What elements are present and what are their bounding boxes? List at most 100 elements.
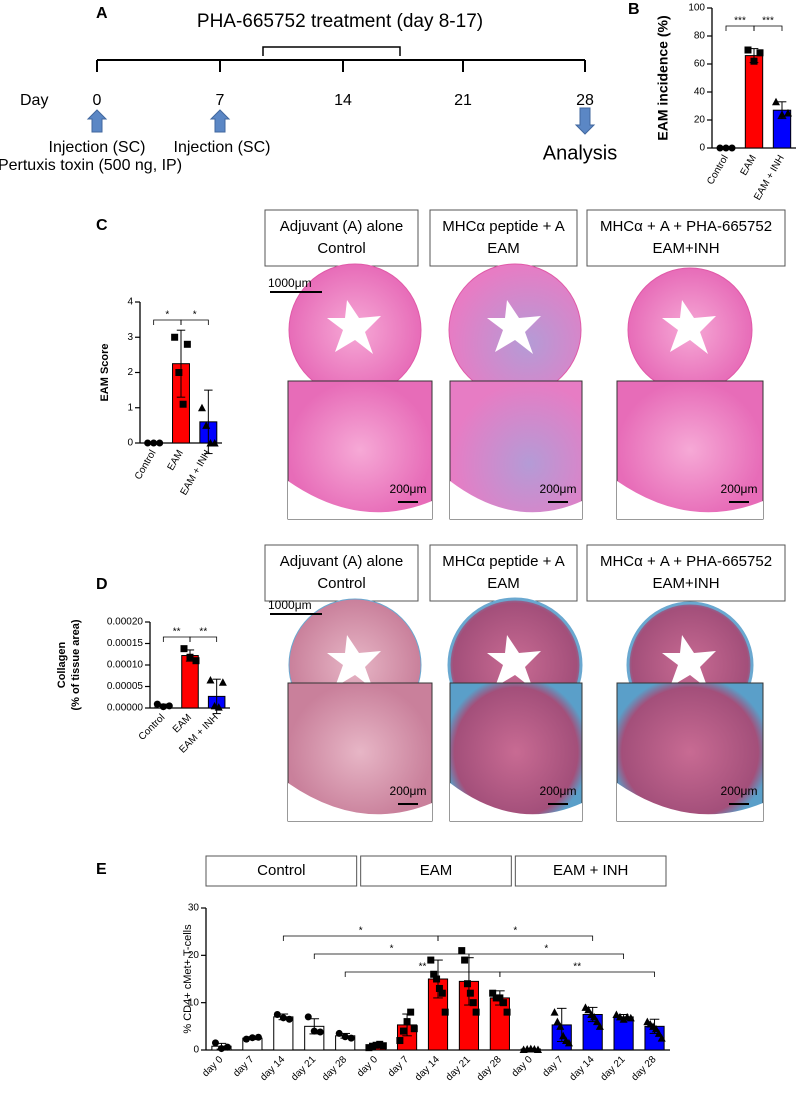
- arrow: [86, 109, 108, 133]
- data-point: [144, 439, 152, 447]
- data-point: [171, 333, 179, 341]
- data-point: [657, 1034, 666, 1042]
- x-tick-label: day 21: [599, 1054, 628, 1083]
- data-point: [407, 1008, 415, 1016]
- y-axis-label: Collagen: [56, 641, 68, 688]
- data-point: [584, 1005, 593, 1014]
- significance-bracket: [725, 25, 755, 31]
- tissue-edge: [288, 481, 432, 519]
- timeline-day: 0: [93, 92, 102, 109]
- data-point: [553, 1017, 562, 1026]
- data-point: [778, 110, 786, 118]
- x-tick-label: Control: [705, 153, 731, 186]
- timeline-day: 21: [454, 92, 472, 109]
- data-point: [186, 653, 194, 661]
- data-point: [559, 1031, 568, 1040]
- arrow: [574, 107, 596, 135]
- group-label: EAM+INH: [652, 240, 719, 257]
- data-point: [347, 1034, 355, 1042]
- significance-bracket: [499, 971, 655, 977]
- significance-label: *: [390, 944, 394, 955]
- group-label: Control: [317, 575, 365, 592]
- y-tick-label: 0.00000: [107, 703, 144, 714]
- panel-letter: E: [96, 861, 107, 878]
- data-point: [489, 989, 497, 997]
- data-point: [183, 340, 191, 348]
- data-point: [180, 645, 188, 653]
- label-box: [429, 209, 578, 267]
- data-point: [466, 989, 474, 997]
- data-point: [369, 1042, 377, 1050]
- treatment-bracket: [262, 46, 401, 56]
- x-tick-label: day 14: [413, 1054, 442, 1083]
- data-point: [728, 144, 736, 152]
- data-point: [304, 1013, 312, 1021]
- data-point: [150, 439, 158, 447]
- x-tick-label: EAM: [171, 712, 194, 735]
- data-point: [403, 1018, 411, 1026]
- timeline-label: Pertuxis toxin (500 ng, IP): [0, 157, 182, 174]
- panel-letter: D: [96, 576, 108, 593]
- x-tick-label: day 0: [200, 1054, 225, 1079]
- tissue-edge: [450, 783, 582, 821]
- y-tick-label: 10: [188, 997, 200, 1008]
- significance-label: ***: [762, 16, 774, 27]
- y-tick-label: 0: [193, 1045, 199, 1056]
- significance-label: *: [544, 944, 548, 955]
- day-label: Day: [20, 92, 48, 109]
- data-point: [592, 1017, 601, 1026]
- data-point: [211, 1039, 219, 1047]
- data-point: [472, 1008, 480, 1016]
- data-point: [469, 999, 477, 1007]
- data-point: [626, 1013, 635, 1022]
- significance-bracket: [189, 636, 218, 642]
- data-point: [756, 49, 764, 57]
- y-tick-label: 4: [127, 297, 133, 308]
- y-axis-label: % CD4+ cMet+ T-cells: [182, 924, 194, 1034]
- timeline-title: PHA-665752 treatment (day 8-17): [197, 11, 483, 32]
- y-tick-label: 20: [694, 115, 706, 126]
- x-tick-label: EAM: [739, 153, 759, 177]
- data-point: [564, 1038, 573, 1047]
- y-tick-label: 80: [694, 31, 706, 42]
- significance-label: *: [359, 926, 363, 937]
- panel-letter: C: [96, 217, 108, 234]
- group-label: MHCα + A + PHA-665752: [600, 553, 772, 570]
- data-point: [341, 1033, 349, 1041]
- data-point: [499, 999, 507, 1007]
- timeline-label: Injection (SC): [49, 139, 146, 156]
- significance-label: ***: [734, 16, 746, 27]
- x-tick-label: day 7: [386, 1054, 411, 1079]
- data-point: [153, 700, 161, 708]
- group-label: EAM: [487, 575, 520, 592]
- data-point: [316, 1028, 324, 1036]
- data-point: [159, 703, 167, 711]
- y-axis-label: EAM Score: [99, 343, 111, 401]
- x-tick-label: Control: [133, 448, 159, 481]
- timeline-day: 7: [216, 92, 225, 109]
- data-point: [197, 403, 206, 412]
- group-label: EAM: [487, 240, 520, 257]
- significance-bracket: [344, 971, 501, 977]
- data-point: [595, 1022, 604, 1030]
- scale-label: 200μm: [721, 482, 758, 496]
- y-tick-label: 60: [694, 59, 706, 70]
- data-point: [206, 676, 215, 684]
- y-tick-label: 20: [188, 950, 200, 961]
- significance-bracket: [468, 953, 624, 959]
- ventricle-lumen: [662, 300, 716, 354]
- timeline-label: Injection (SC): [174, 139, 271, 156]
- data-point: [503, 1008, 511, 1016]
- group-box: [205, 855, 358, 887]
- significance-bracket: [282, 935, 439, 941]
- x-tick-label: day 0: [510, 1054, 535, 1079]
- data-point: [279, 1014, 287, 1022]
- data-point: [441, 1008, 449, 1016]
- group-label: Adjuvant (A) alone: [280, 218, 403, 235]
- ventricle-lumen: [487, 635, 541, 689]
- data-point: [214, 703, 223, 711]
- significance-label: **: [199, 627, 207, 638]
- bar: [744, 55, 764, 149]
- group-label: MHCα + A + PHA-665752: [600, 218, 772, 235]
